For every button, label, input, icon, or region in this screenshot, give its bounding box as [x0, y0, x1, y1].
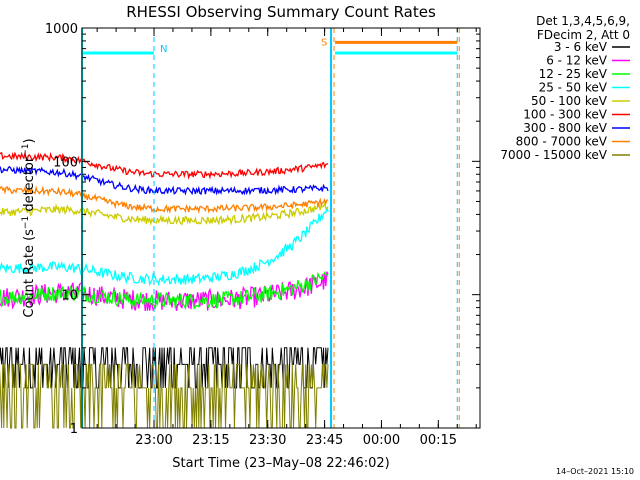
- legend-label-1: 6 - 12 keV: [546, 54, 608, 68]
- annotation-n: N: [160, 44, 167, 55]
- legend-label-6: 300 - 800 keV: [523, 121, 607, 135]
- series-line-5: [0, 151, 329, 180]
- chart-title: RHESSI Observing Summary Count Rates: [126, 3, 436, 21]
- legend-label-3: 25 - 50 keV: [539, 81, 608, 95]
- series-line-3: [0, 207, 329, 287]
- legend: Det 1,3,4,5,6,9, FDecim 2, Att 0 3 - 6 k…: [500, 14, 630, 162]
- legend-label-0: 3 - 6 keV: [554, 40, 608, 54]
- x-tick-label: 23:15: [192, 433, 229, 448]
- y-tick-label: 100: [53, 155, 78, 170]
- x-tick-label: 23:45: [306, 433, 343, 448]
- y-tick-label: 10: [61, 289, 78, 304]
- y-tick-label: 1: [70, 422, 78, 437]
- series-line-2: [0, 271, 329, 311]
- x-axis-label: Start Time (23–May–08 22:46:02): [172, 456, 389, 471]
- x-tick-label: 00:15: [420, 433, 457, 448]
- legend-label-2: 12 - 25 keV: [539, 67, 608, 81]
- legend-label-5: 100 - 300 keV: [523, 108, 607, 122]
- legend-header-line-2: FDecim 2, Att 0: [537, 28, 630, 42]
- y-axis-label: Count Rate (s−1 detector−1): [21, 138, 37, 317]
- series-line-6: [0, 165, 329, 196]
- series-line-0: [0, 347, 329, 389]
- series-line-7: [0, 185, 329, 214]
- series-line-4: [0, 201, 329, 227]
- legend-label-4: 50 - 100 keV: [531, 94, 608, 108]
- legend-label-7: 800 - 7000 keV: [516, 135, 608, 149]
- y-tick-label: 1000: [45, 22, 78, 37]
- x-tick-label: 00:00: [363, 433, 400, 448]
- x-tick-label: 23:30: [249, 433, 286, 448]
- annotation-s: S: [321, 37, 327, 48]
- x-tick-label: 23:00: [135, 433, 172, 448]
- plot-data-layer: NS: [0, 28, 460, 429]
- legend-label-8: 7000 - 15000 keV: [500, 148, 607, 162]
- legend-header-line-1: Det 1,3,4,5,6,9,: [536, 14, 630, 28]
- footer-timestamp: 14–Oct–2021 15:10: [556, 467, 634, 476]
- axis-layer: 23:00 23:15 23:30 23:45 00:00 00:15 1 10 100 1000: [45, 22, 480, 448]
- plot-frame: [81, 27, 481, 429]
- series-line-8: [0, 363, 329, 429]
